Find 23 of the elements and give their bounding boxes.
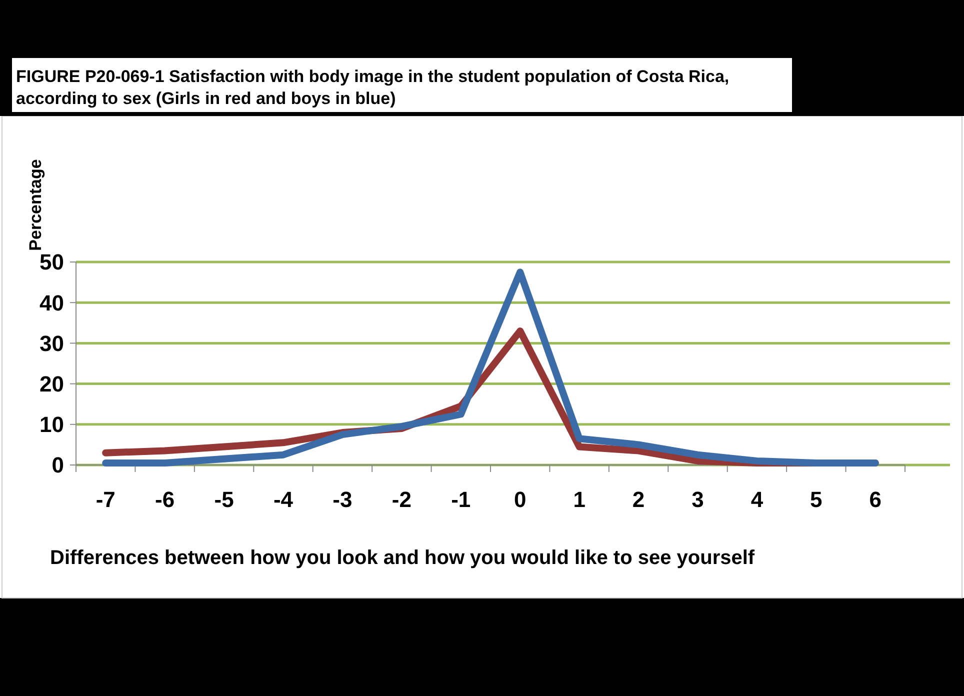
y-tick-label: 40 [40, 290, 64, 316]
x-tick-label: -7 [96, 487, 116, 512]
x-tick-label: 0 [514, 487, 526, 512]
x-tick-label: 3 [692, 487, 704, 512]
x-tick-label: 4 [750, 487, 764, 512]
x-tick-label: 6 [869, 487, 882, 512]
x-tick-label: -6 [155, 487, 175, 512]
x-tick-label: 5 [810, 487, 822, 512]
x-axis-title: Differences between how you look and how you would like to see yourself [50, 547, 755, 569]
y-tick-label: 30 [40, 330, 64, 356]
x-tick-label: -5 [214, 487, 234, 512]
x-tick-label: -2 [392, 487, 412, 512]
x-tick-label: -1 [451, 487, 471, 512]
y-tick-label: 20 [40, 372, 64, 396]
y-tick-label: 0 [52, 452, 64, 478]
x-tick-label: -3 [332, 487, 352, 512]
y-axis-title: Percentage [26, 159, 45, 251]
y-tick-label: 50 [40, 250, 64, 275]
x-tick-label: 2 [632, 487, 645, 512]
x-tick-label: -4 [273, 487, 294, 512]
x-tick-label: 1 [573, 487, 586, 512]
y-tick-label: 10 [40, 412, 64, 438]
chart-title: FIGURE P20-069-1 Satisfaction with body image in the student population of Costa Rica, according to sex (Girls in red and boys in blue) [16, 67, 730, 108]
